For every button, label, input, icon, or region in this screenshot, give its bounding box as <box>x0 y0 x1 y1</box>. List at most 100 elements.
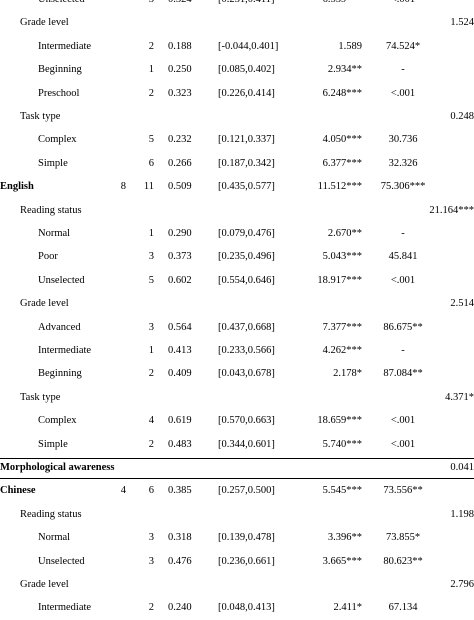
z-value-cell: 5.740*** <box>322 438 362 450</box>
effect-size-cell: 0.385 <box>168 485 192 497</box>
row-label: Intermediate <box>38 40 92 52</box>
effect-size-cell: 0.483 <box>168 438 192 450</box>
z-value-cell: 1.589 <box>338 40 362 52</box>
q-within-cell: 86.675** <box>383 321 423 333</box>
q-within-cell: <.001 <box>390 415 416 427</box>
q-within-cell: 87.084** <box>383 368 423 380</box>
q-within-cell: 80.623** <box>383 555 423 567</box>
confidence-interval-cell: [0.437,0.668] <box>218 321 275 333</box>
k-cell: 3 <box>124 0 154 11</box>
q-within-cell: <.001 <box>390 87 416 99</box>
q-between-cell: 0.041 <box>450 462 474 473</box>
q-within-cell: 45.841 <box>388 251 418 263</box>
row-label: Grade level <box>20 579 69 590</box>
row-label: Morphological awareness <box>0 462 115 473</box>
effect-size-cell: 0.619 <box>168 415 192 427</box>
row-label: Beginning <box>38 64 82 76</box>
k-cell: 5 <box>148 274 154 286</box>
q-within-cell: 73.855* <box>385 532 421 544</box>
studies-cell: 4 <box>120 485 126 497</box>
z-value-cell: 6.377*** <box>322 157 362 169</box>
q-within-cell: <.001 <box>360 0 446 11</box>
confidence-interval-cell: [0.233,0.566] <box>218 345 275 356</box>
table-row: Grade level 2.796 <box>0 573 474 596</box>
q-between-cell: 4.371* <box>445 391 474 403</box>
row-label: Grade level <box>20 17 69 29</box>
z-value-cell: 18.659*** <box>317 415 362 427</box>
effect-size-cell: 0.409 <box>168 368 192 380</box>
table-row: Normal 1 0.290 [0.079,0.476] 2.670** - <box>0 222 474 245</box>
table-row: Preschool 2 0.323 [0.226,0.414] 6.248*** <.00… <box>0 82 474 105</box>
confidence-interval-cell: [0.570,0.663] <box>218 415 275 427</box>
q-within-cell: 67.134 <box>388 602 418 614</box>
confidence-interval-cell: [0.226,0.414] <box>218 87 275 99</box>
q-within-cell: <.001 <box>390 438 416 450</box>
table-row: Poor 3 0.373 [0.235,0.496] 5.043*** 45.841 <box>0 245 474 268</box>
row-label: Task type <box>20 391 61 403</box>
z-value-cell: 3.396** <box>327 532 362 544</box>
q-within-cell: - <box>401 345 405 356</box>
q-within-cell: 30.736 <box>388 134 418 146</box>
effect-size-cell: 0.413 <box>168 345 192 356</box>
row-label: Grade level <box>20 298 69 310</box>
effect-size-cell: 0.323 <box>168 87 192 99</box>
row-label: Intermediate <box>38 602 92 614</box>
table-row: Intermediate 2 0.240 [0.048,0.413] 2.411* 67.… <box>0 596 474 619</box>
k-cell: 1 <box>148 345 154 356</box>
table-row: Reading status 1.198 <box>0 503 474 526</box>
table-row: Intermediate 2 0.188 [-0.044,0.401] 1.589 74.… <box>0 35 474 58</box>
confidence-interval-cell: [0.187,0.342] <box>218 157 275 169</box>
q-between-cell: 2.796 <box>450 579 474 590</box>
k-cell: 1 <box>148 64 154 76</box>
table-row: Grade level 1.524 <box>0 11 474 34</box>
k-cell: 3 <box>148 321 154 333</box>
table-row: Unselected 3 0.476 [0.236,0.661] 3.665*** 80.… <box>0 550 474 573</box>
table-row: Grade level 2.514 <box>0 292 474 315</box>
table-row: Complex 4 0.619 [0.570,0.663] 18.659*** <.001 <box>0 409 474 432</box>
row-label: Advanced <box>38 321 81 333</box>
row-label: Complex <box>38 415 77 427</box>
effect-size-cell: 0.373 <box>168 251 192 263</box>
row-label: Reading status <box>20 204 82 216</box>
q-between-cell: 2.514 <box>450 298 474 310</box>
q-between-cell: 21.164*** <box>429 204 474 216</box>
divider <box>0 458 474 459</box>
confidence-interval-cell: [0.231,0.411] <box>218 0 308 11</box>
k-cell: 6 <box>148 157 154 169</box>
z-value-cell: 2.411* <box>333 602 363 614</box>
confidence-interval-cell: [0.085,0.402] <box>218 64 275 76</box>
table-row: Advanced 3 0.564 [0.437,0.668] 7.377*** 86.67… <box>0 316 474 339</box>
k-cell: 5 <box>148 134 154 146</box>
k-cell: 6 <box>148 485 154 497</box>
q-within-cell: 73.556** <box>383 485 423 497</box>
table-row: Chinese 4 6 0.385 [0.257,0.500] 5.545*** 73.55… <box>0 479 474 502</box>
row-label: Normal <box>38 228 71 239</box>
q-between-cell: 0.248 <box>450 111 474 122</box>
k-cell: 3 <box>148 251 154 263</box>
row-label: Chinese <box>0 485 36 497</box>
effect-size-cell: 0.232 <box>168 134 192 146</box>
effect-size-cell: 0.324 <box>168 0 210 11</box>
table-row: Beginning 1 0.250 [0.085,0.402] 2.934** - <box>0 58 474 81</box>
effect-size-cell: 0.290 <box>168 228 192 239</box>
effect-size-cell: 0.188 <box>168 40 192 52</box>
table-row: Simple 6 0.266 [0.187,0.342] 6.377*** 32.326 <box>0 152 474 175</box>
row-label: Simple <box>38 157 68 169</box>
row-label: Beginning <box>38 368 82 380</box>
q-between-cell: 1.198 <box>450 508 474 520</box>
row-label: Unselected <box>38 274 85 286</box>
k-cell: 2 <box>148 40 154 52</box>
confidence-interval-cell: [0.235,0.496] <box>218 251 275 263</box>
table-row: Simple 2 0.483 [0.344,0.601] 5.740*** <.001 <box>0 433 474 456</box>
z-value-cell: 2.178* <box>333 368 362 380</box>
table-row: Unselected 3 0.324 [0.231,0.411]6.539***<.0… <box>0 0 474 11</box>
q-within-cell: 75.306*** <box>380 181 426 193</box>
effect-size-cell: 0.602 <box>168 274 192 286</box>
table-row: Task type 4.371* <box>0 386 474 409</box>
k-cell: 2 <box>148 602 154 614</box>
confidence-interval-cell: [0.435,0.577] <box>218 181 275 193</box>
z-value-cell: 4.050*** <box>322 134 362 146</box>
row-label: Task type <box>20 111 61 122</box>
effect-size-cell: 0.250 <box>168 64 192 76</box>
studies-cell: 8 <box>120 181 126 193</box>
